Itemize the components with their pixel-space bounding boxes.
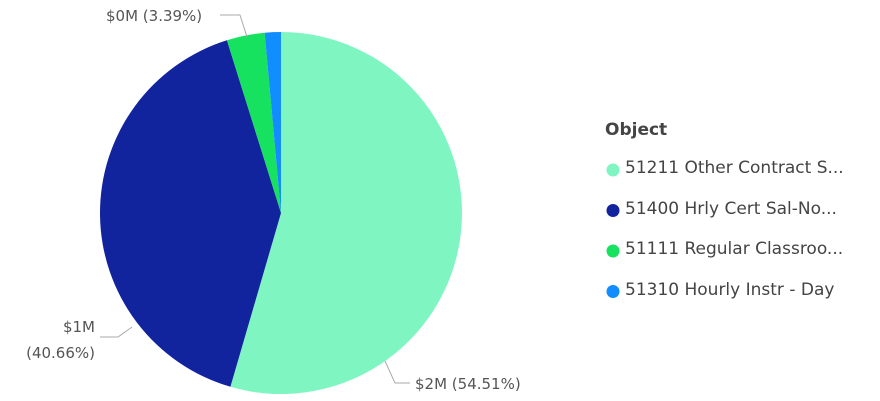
pie-slice bbox=[264, 32, 281, 213]
legend-label: 51400 Hrly Cert Sal-No... bbox=[625, 198, 837, 219]
leader-line bbox=[384, 360, 410, 384]
legend-marker bbox=[606, 204, 620, 217]
legend-label: 51111 Regular Classroo... bbox=[625, 239, 844, 259]
legend-marker bbox=[606, 244, 620, 258]
legend-label: 51211 Other Contract S... bbox=[625, 158, 844, 178]
data-label: $1M (40.66%) bbox=[26, 318, 95, 362]
pie-slice bbox=[99, 40, 281, 387]
leader-line bbox=[100, 326, 133, 338]
leader-line bbox=[220, 14, 248, 38]
legend-marker bbox=[606, 285, 620, 298]
pie-slice bbox=[230, 32, 462, 394]
legend-title: Object bbox=[605, 120, 668, 140]
data-label: $0M (3.39%) bbox=[106, 7, 203, 25]
legend-marker bbox=[606, 163, 620, 177]
pie-slice bbox=[226, 32, 281, 213]
data-label: $2M (54.51%) bbox=[415, 375, 521, 393]
legend-label: 51310 Hourly Instr - Day bbox=[625, 279, 835, 300]
